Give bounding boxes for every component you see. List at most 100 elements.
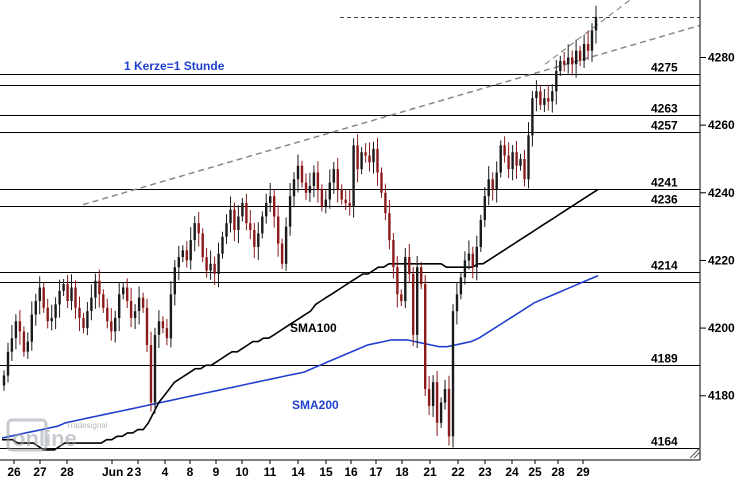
candle-body <box>30 314 33 342</box>
candle-body <box>511 152 514 170</box>
trendline-channel <box>544 0 631 65</box>
candle-body <box>372 148 375 163</box>
candle-body <box>193 223 196 241</box>
candle-body <box>360 152 363 170</box>
candle-body <box>165 328 169 339</box>
x-tick-label: 9 <box>213 465 220 479</box>
candle-body <box>376 148 379 173</box>
candle-body <box>312 172 316 186</box>
candle-body <box>455 294 459 312</box>
candle-body <box>523 159 526 180</box>
y-tick-label: 4260 <box>708 118 735 132</box>
candle-body <box>50 317 53 322</box>
candle-body <box>412 274 415 335</box>
candle-body <box>384 192 387 214</box>
candle-body <box>487 179 490 197</box>
tradesignal-logo: online Tradesignal <box>6 418 108 452</box>
y-tick-label: 4240 <box>708 186 735 200</box>
candle-body <box>427 389 431 406</box>
candle-body <box>78 307 81 318</box>
candle-body <box>46 307 49 322</box>
candle-body <box>535 91 538 99</box>
candle-body <box>364 152 367 156</box>
x-tick-label: 15 <box>319 465 333 479</box>
plot-background <box>0 0 700 460</box>
candle-body <box>280 243 284 264</box>
candle-body <box>98 280 101 295</box>
resize-handle-icon[interactable] <box>689 447 701 459</box>
candle-body <box>507 155 510 170</box>
candle-body <box>344 199 347 203</box>
level-label: 4189 <box>651 352 678 366</box>
candle-body <box>348 202 351 207</box>
candle-body <box>137 297 141 312</box>
candle-body <box>126 287 129 301</box>
level-label: 4164 <box>651 435 678 449</box>
candle-body <box>233 209 236 230</box>
candle-body <box>404 257 407 302</box>
candle-body <box>300 165 304 183</box>
candle-body <box>161 321 165 329</box>
candle-body <box>102 294 105 308</box>
x-tick-label: 21 <box>423 465 437 479</box>
level-label: 4263 <box>651 102 678 116</box>
candle-body <box>6 351 10 376</box>
candle-body <box>555 71 558 92</box>
candle-body <box>571 57 574 65</box>
candle-body <box>201 233 204 258</box>
candle-body <box>467 253 471 261</box>
candle-body <box>153 334 157 403</box>
candle-body <box>551 91 554 102</box>
candle-body <box>261 216 264 234</box>
candle-body <box>189 240 192 261</box>
candle-body <box>332 169 335 183</box>
candle-body <box>66 284 69 301</box>
trendline-upper <box>82 24 701 206</box>
svg-text:online: online <box>12 426 77 451</box>
candle-body <box>336 169 339 190</box>
moving-averages <box>1 188 599 451</box>
candle-body <box>62 284 65 291</box>
candle-body <box>304 182 308 193</box>
candle-body <box>118 294 121 318</box>
candle-body <box>435 382 439 423</box>
candle-body <box>563 60 566 65</box>
candle-body <box>94 280 97 298</box>
candle-body <box>149 345 153 403</box>
y-tick-label: 4220 <box>708 253 735 267</box>
candle-body <box>145 307 149 345</box>
candle-body <box>241 202 244 217</box>
candle-body <box>320 189 324 207</box>
candle-body <box>169 294 173 339</box>
candle-body <box>400 294 403 302</box>
x-tick-label: Jun 2 <box>102 465 134 479</box>
x-axis: 26 27 28 Jun 2 3 4 8 9 10 11 14 15 16 17 18 21 22 23 24 25 2… <box>7 460 590 479</box>
candle-body <box>273 196 276 217</box>
candle-body <box>213 263 216 274</box>
level-label: 4236 <box>651 193 678 207</box>
candle-body <box>515 152 518 166</box>
candle-body <box>249 223 252 230</box>
level-label: 4257 <box>651 119 678 133</box>
candle-body <box>356 145 359 170</box>
candle-body <box>177 257 180 268</box>
candle-body <box>22 331 26 352</box>
y-axis: 4180 4200 4220 4240 4260 4280 <box>700 51 735 403</box>
candle-body <box>34 301 37 315</box>
candle-body <box>368 155 371 163</box>
candle-body <box>237 216 240 230</box>
candle-body <box>205 257 208 271</box>
candle-body <box>308 186 312 193</box>
candle-body <box>594 16 598 31</box>
x-tick-label: 18 <box>395 465 409 479</box>
candle-body <box>483 196 486 220</box>
candle-body <box>284 226 288 264</box>
candle-body <box>539 91 542 105</box>
y-tick-label: 4180 <box>708 389 735 403</box>
candle-body <box>499 145 502 173</box>
candle-body <box>531 98 534 136</box>
sma200-label: SMA200 <box>292 398 339 412</box>
x-tick-label: 22 <box>451 465 465 479</box>
candle-body <box>491 179 494 190</box>
candle-body <box>543 98 546 105</box>
